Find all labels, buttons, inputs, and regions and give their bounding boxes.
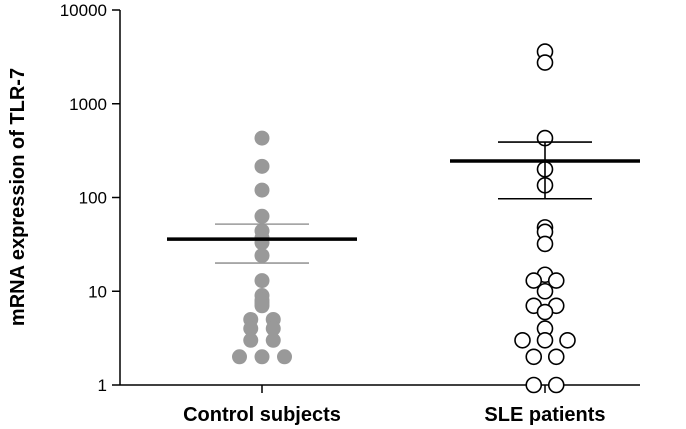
data-points <box>232 43 576 394</box>
mean-sem-bars <box>167 141 640 264</box>
y-tick-label: 100 <box>79 189 107 208</box>
sle-data-point <box>547 376 565 394</box>
sle-data-point <box>547 348 565 366</box>
control-data-point <box>243 321 259 337</box>
y-tick-label: 1000 <box>69 95 107 114</box>
y-axis-title: mRNA expression of TLR-7 <box>7 68 29 326</box>
sle-data-point <box>525 348 543 366</box>
control-data-point <box>254 182 270 198</box>
sle-data-point <box>536 331 554 349</box>
control-data-point <box>254 208 270 224</box>
sle-data-point <box>514 331 531 349</box>
y-axis-ticks: 1 10 100 1000 10000 <box>60 1 120 395</box>
y-tick-label: 1 <box>98 376 107 395</box>
control-data-point <box>254 158 270 174</box>
control-data-point <box>277 349 292 365</box>
control-data-point <box>254 349 270 365</box>
x-category-label: SLE patients <box>484 404 605 426</box>
control-data-point <box>265 321 281 337</box>
y-tick-label: 10000 <box>60 1 107 20</box>
x-category-label: Control subjects <box>183 404 341 426</box>
control-data-point <box>254 130 270 146</box>
control-data-point <box>243 332 259 348</box>
sle-data-point <box>536 282 554 300</box>
sle-data-point <box>536 235 554 253</box>
control-data-point <box>232 349 247 365</box>
control-data-point <box>265 332 281 348</box>
y-tick-label: 10 <box>88 282 107 301</box>
sle-data-point <box>536 303 554 321</box>
sle-data-point <box>536 54 554 71</box>
sle-data-point <box>547 272 565 289</box>
sle-data-point <box>525 272 543 289</box>
sle-data-point <box>559 331 576 349</box>
sle-data-point <box>525 376 543 394</box>
control-data-point <box>254 298 270 314</box>
x-axis-ticks: Control subjects SLE patients <box>183 385 606 426</box>
control-data-point <box>254 273 270 289</box>
